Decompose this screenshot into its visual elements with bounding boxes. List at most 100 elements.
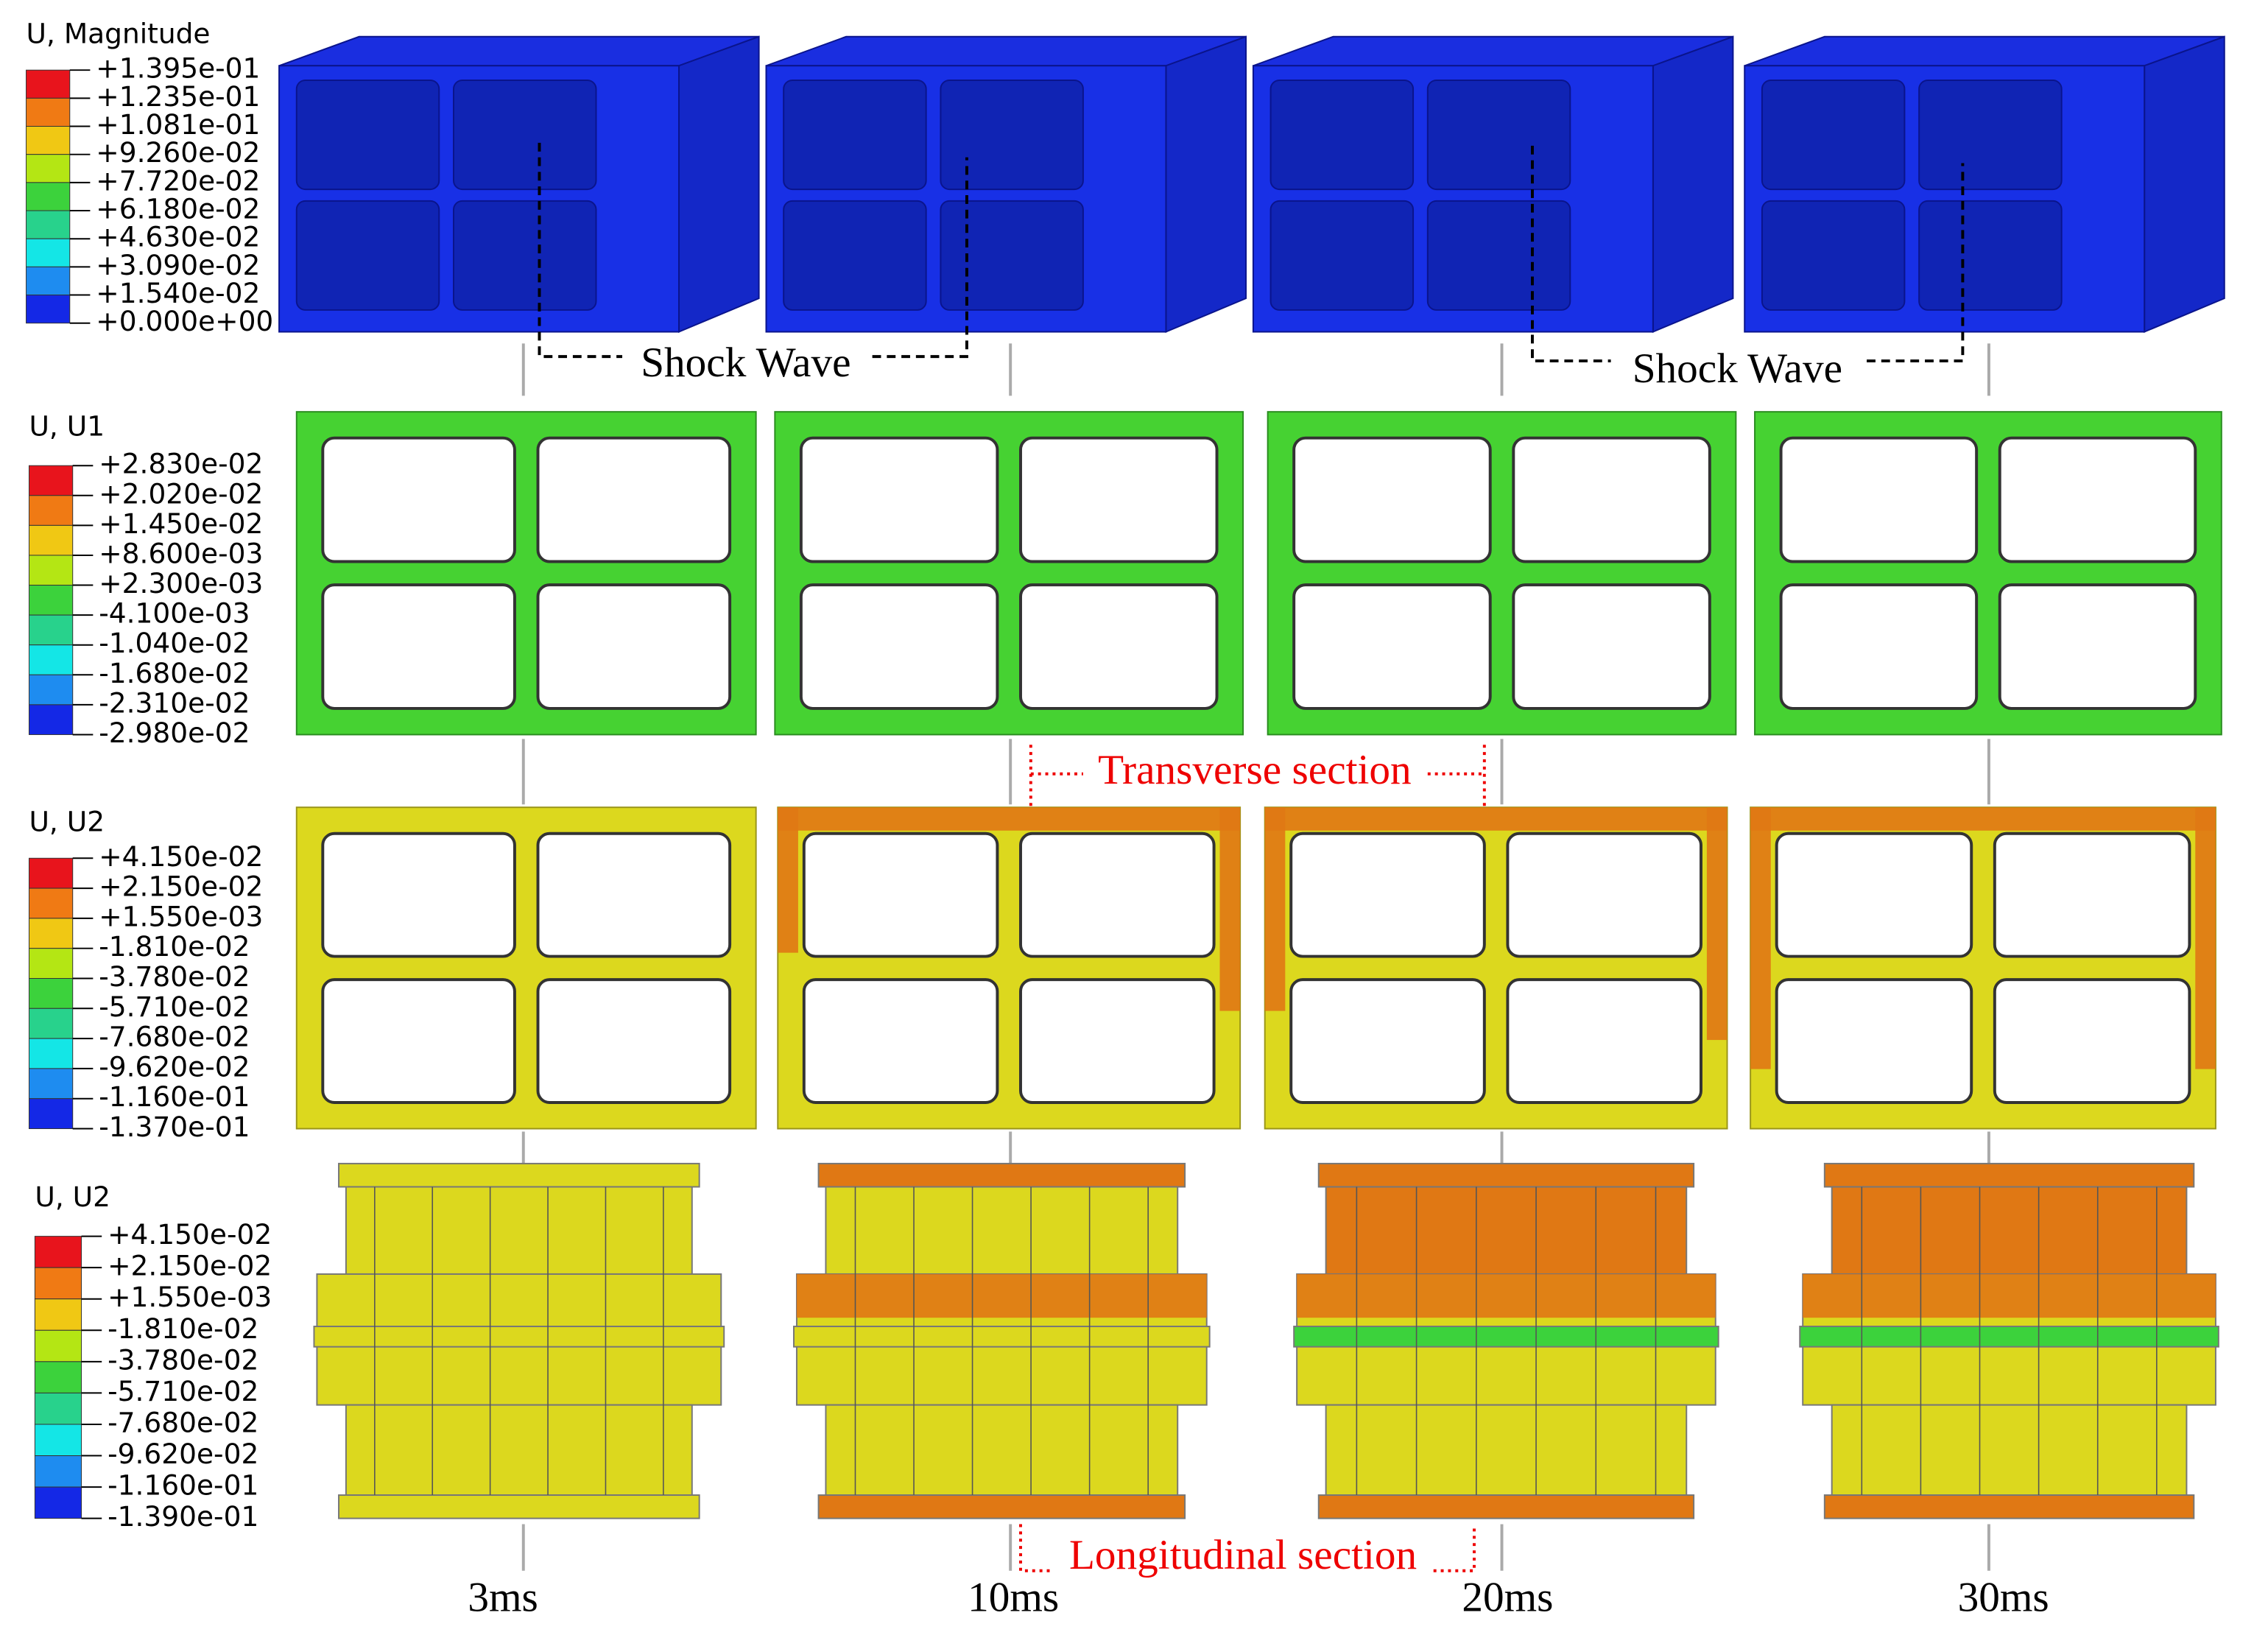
frame-opening bbox=[536, 978, 732, 1104]
box-cell bbox=[1761, 80, 1906, 191]
legend-label: +2.300e-03 bbox=[99, 567, 263, 600]
section-beam bbox=[313, 1326, 725, 1348]
time-labels: 3ms 10ms 20ms 30ms bbox=[468, 1574, 2049, 1620]
legend-swatch bbox=[26, 69, 71, 99]
section-lower bbox=[1831, 1404, 2188, 1497]
legend-label: +1.235e-01 bbox=[96, 80, 260, 113]
legend-swatch bbox=[28, 465, 74, 496]
frame-opening bbox=[1998, 583, 2197, 710]
legend-label: +3.090e-02 bbox=[96, 249, 260, 281]
section-lower bbox=[825, 1404, 1179, 1497]
legend-swatch bbox=[26, 154, 71, 183]
box-side bbox=[1652, 35, 1734, 334]
patch bbox=[1706, 807, 1728, 1041]
legend-swatch bbox=[28, 1038, 74, 1069]
patch bbox=[1264, 807, 1286, 1011]
legend-label: -1.390e-01 bbox=[108, 1500, 258, 1533]
frame-opening bbox=[1292, 583, 1492, 710]
frame-opening bbox=[1292, 436, 1492, 563]
legends: U, Magnitude+1.395e-01+1.235e-01+1.081e-… bbox=[26, 17, 273, 1533]
section-upper bbox=[1325, 1186, 1688, 1275]
box-top bbox=[278, 35, 759, 67]
frame-opening bbox=[536, 436, 732, 563]
legend-swatch bbox=[28, 1068, 74, 1100]
legend-swatch bbox=[28, 495, 74, 526]
legend-label: -3.780e-02 bbox=[99, 960, 250, 993]
section-mid-upper bbox=[1297, 1273, 1716, 1318]
box-cell bbox=[1918, 200, 2063, 311]
box-cell bbox=[940, 80, 1084, 191]
legend-title: U, U1 bbox=[29, 409, 105, 442]
box-top bbox=[766, 35, 1247, 67]
legend-label: -2.310e-02 bbox=[99, 686, 250, 719]
shock-wave-label: Shock Wave bbox=[641, 340, 850, 386]
frame-opening bbox=[321, 978, 516, 1104]
legend-swatch bbox=[34, 1329, 82, 1362]
time-label: 30ms bbox=[1958, 1574, 2049, 1620]
box-cell bbox=[453, 80, 597, 191]
section-flange bbox=[1317, 1162, 1695, 1188]
patch bbox=[2195, 807, 2216, 1069]
legend-label: +1.081e-01 bbox=[96, 108, 260, 141]
legend-label: +4.630e-02 bbox=[96, 221, 260, 253]
legend-label: +1.395e-01 bbox=[96, 52, 260, 85]
section-flange bbox=[817, 1162, 1186, 1188]
frame-opening bbox=[321, 436, 516, 563]
legend-swatch bbox=[26, 210, 71, 239]
legend-swatch bbox=[28, 524, 74, 556]
legend-label: +8.600e-03 bbox=[99, 537, 263, 569]
frame-opening bbox=[1019, 436, 1219, 563]
legend-label: +0.000e+00 bbox=[96, 305, 273, 337]
legend-swatch bbox=[28, 857, 74, 889]
legend-swatch bbox=[26, 266, 71, 296]
legend-label: -4.100e-03 bbox=[99, 597, 250, 630]
section-beam bbox=[793, 1326, 1211, 1348]
section-flange bbox=[1823, 1494, 2195, 1519]
legend-swatch bbox=[34, 1424, 82, 1457]
frame-opening bbox=[1506, 978, 1702, 1104]
box-cell bbox=[783, 200, 927, 311]
legend-label: -1.160e-01 bbox=[108, 1469, 258, 1502]
longitudinal-bracket bbox=[1019, 1524, 1476, 1572]
longitudinal-label: Longitudinal section bbox=[1069, 1532, 1417, 1578]
legend-label: +2.150e-02 bbox=[99, 871, 263, 903]
frame-opening bbox=[1775, 978, 1973, 1104]
legend-swatch bbox=[28, 585, 74, 616]
legend-swatch bbox=[28, 614, 74, 646]
frame-opening bbox=[1993, 978, 2191, 1104]
legend-swatch bbox=[26, 238, 71, 267]
box-side bbox=[1165, 35, 1247, 334]
frame-opening bbox=[536, 583, 732, 710]
frame-opening bbox=[1775, 831, 1973, 958]
frame-opening bbox=[1506, 831, 1702, 958]
transverse-label: Transverse section bbox=[1098, 747, 1412, 793]
frame-opening bbox=[536, 831, 732, 958]
frame-opening bbox=[1779, 436, 1979, 563]
box-cell bbox=[940, 200, 1084, 311]
frame-opening bbox=[802, 831, 999, 958]
legend-swatch bbox=[26, 182, 71, 211]
box-side bbox=[2144, 35, 2225, 334]
section-beam bbox=[1799, 1326, 2219, 1348]
time-label: 10ms bbox=[968, 1574, 1059, 1620]
legend-title: U, U2 bbox=[29, 805, 105, 837]
legend-swatch bbox=[28, 555, 74, 586]
box-top bbox=[1253, 35, 1733, 67]
frame-opening bbox=[1019, 831, 1216, 958]
box-side bbox=[678, 35, 760, 334]
time-label: 20ms bbox=[1462, 1574, 1553, 1620]
box-cell bbox=[1269, 80, 1415, 191]
legend-label: -3.780e-02 bbox=[108, 1343, 258, 1376]
legend-label: +4.150e-02 bbox=[99, 840, 263, 873]
section-lower bbox=[345, 1404, 693, 1497]
legend-label: +9.260e-02 bbox=[96, 136, 260, 169]
legend-swatch bbox=[34, 1298, 82, 1331]
section-flange bbox=[338, 1494, 700, 1519]
legend-swatch bbox=[34, 1455, 82, 1488]
shock-wave-label: Shock Wave bbox=[1633, 345, 1842, 392]
legend-label: +2.020e-02 bbox=[99, 477, 263, 510]
legend-swatch bbox=[28, 704, 74, 735]
legend-swatch bbox=[28, 1098, 74, 1130]
section-flange bbox=[1823, 1162, 2195, 1188]
legend-label: +7.720e-02 bbox=[96, 164, 260, 197]
